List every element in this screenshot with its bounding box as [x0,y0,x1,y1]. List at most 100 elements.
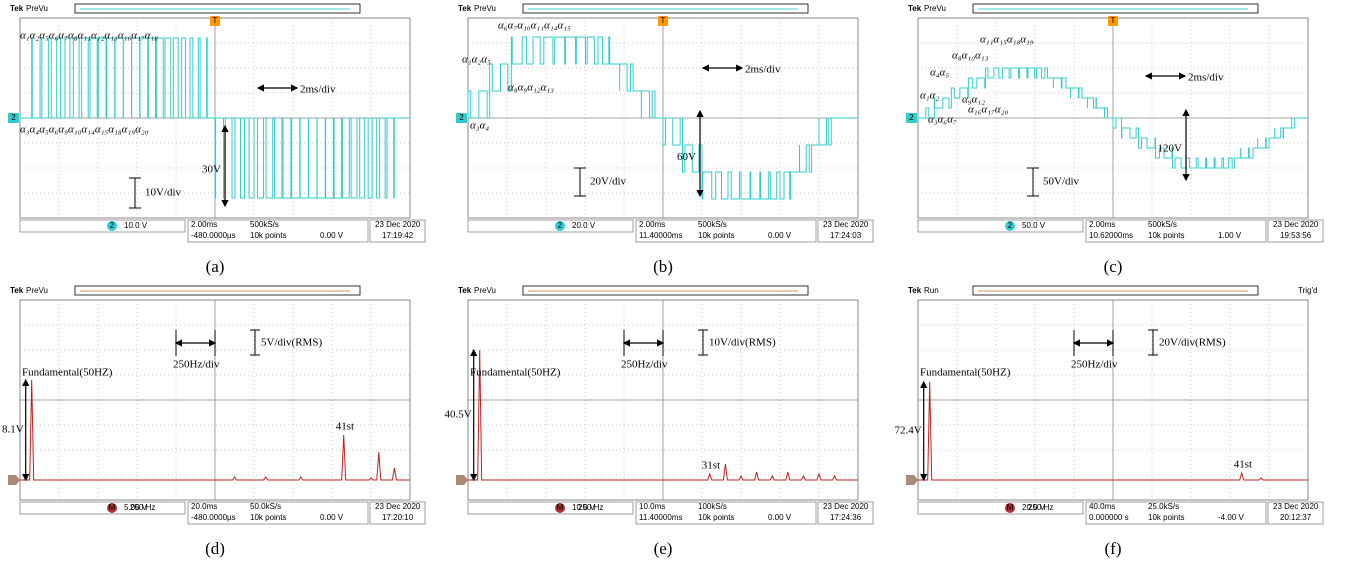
channel: M [1007,503,1014,512]
ground-marker [906,475,918,485]
clock: 19:53:56 [1280,231,1312,240]
scale: 50.0 V [1022,221,1046,230]
mode: PreVu [474,286,496,295]
channel: 2 [1008,221,1013,230]
sample-rate: 100kS/s [698,502,727,511]
sample-rate: 25.0kS/s [1148,502,1179,511]
ground-marker [456,475,468,485]
caption: (c) [1104,257,1123,276]
timebase: 2.00ms [191,220,217,229]
harmonic: 41st [336,421,354,433]
brand: Tek [458,4,472,13]
channel: 2 [558,221,563,230]
trigger-level: 0.00 V [768,513,792,522]
scale: 20.0 V [572,221,596,230]
volt-div: 20V/div [590,176,627,188]
mode: Run [924,286,939,295]
fundamental: Fundamental(50HZ) [22,367,113,379]
trigger-position: 11.40000ms [639,231,682,240]
trigger-level: 0.00 V [768,231,792,240]
timebase: 10.0ms [639,502,665,511]
channel-marker-label: 2 [459,113,464,122]
mode: PreVu [474,4,496,13]
sample-rate: 50.0kS/s [250,502,281,511]
status-left [468,502,633,514]
status-left [20,220,185,232]
channel: M [109,503,116,512]
brand: Tek [908,286,922,295]
date: 23 Dec 2020 [823,220,869,229]
amplitude: 60V [677,151,696,163]
caption: (a) [206,257,225,276]
amplitude: 72.4V [894,425,921,437]
clock: 20:12:37 [1280,513,1312,522]
alpha-label: α₃α₄α₅α₆α₉α₁₀α₁₄α₁₅α₁₈α₁₉α₂₀ [20,124,149,136]
timebase: 40.0ms [1089,502,1115,511]
channel-marker-label: 2 [11,113,16,122]
trigger-position: 10.62000ms [1089,231,1133,240]
mode: PreVu [924,4,946,13]
volt-div: 50V/div [1043,176,1080,188]
alpha-label: α₄α₅ [930,67,949,79]
channel-marker-label: 2 [909,113,914,122]
trigger-level: 0.00 V [320,513,344,522]
trigger-level: 1.00 V [1218,231,1242,240]
status-left [918,220,1083,232]
alpha-label: α₆α₇α₁₀α₁₁α₁₄α₁₅ [498,20,571,32]
channel: M [557,503,564,512]
points: 10k points [1148,513,1184,522]
brand: Tek [10,286,24,295]
trigger-position: 11.40000ms [639,513,682,522]
alpha-label: α₁₁α₁₅α₁₈α₁₉ [980,34,1034,46]
status-left [468,220,633,232]
clock: 17:20:10 [382,513,414,522]
date: 23 Dec 2020 [823,502,869,511]
trigger-marker-label: T [213,16,218,25]
sample-rate: 500kS/s [1148,220,1177,229]
alpha-label: α₈α₁₀α₁₃ [952,50,989,62]
alpha-label: α₁α₂α₅ [462,54,491,66]
mode: PreVu [26,4,48,13]
trigger-position: -480.0000µs [191,231,236,240]
clock: 17:24:36 [830,513,862,522]
span: 250 Hz [1028,503,1053,512]
timebase: 2.00ms [1089,220,1115,229]
caption: (b) [653,257,673,276]
volt-div: 10V/div(RMS) [709,337,776,349]
trigger-level: 0.00 V [320,231,344,240]
span: 250 Hz [578,503,603,512]
clock: 17:24:03 [830,231,862,240]
span: 250 Hz [130,503,155,512]
points: 10k points [698,513,734,522]
points: 10k points [1148,231,1184,240]
ground-marker [8,475,20,485]
alpha-label: α₁α₂α₅α₆α₇α₈α₁₁α₁₂α₁₃α₁₆α₁₇α₁₈ [20,30,158,42]
timebase: 20.0ms [191,502,217,511]
points: 10k points [250,231,286,240]
amplitude: 30V [202,164,221,176]
trigger-marker-label: T [1111,16,1116,25]
brand: Tek [908,4,922,13]
status-left [20,502,185,514]
alpha-label: α₃α₆α₇ [928,114,957,126]
trigger-level: -4.00 V [1218,513,1244,522]
brand: Tek [458,286,472,295]
alpha-label: α₁₆α₁₇α₂₀ [968,104,1008,116]
harmonic: 31st [702,460,720,472]
freq-div: 250Hz/div [621,359,668,371]
sample-rate: 500kS/s [698,220,727,229]
mode: PreVu [26,286,48,295]
brand: Tek [10,4,24,13]
trigger-status: Trig'd [1298,286,1317,295]
caption: (f) [1105,539,1122,558]
time-div: 2ms/div [1188,72,1224,84]
channel: 2 [110,221,115,230]
time-div: 2ms/div [300,84,336,96]
volt-div: 20V/div(RMS) [1159,337,1226,349]
scale: 10.0 V [124,221,148,230]
date: 23 Dec 2020 [1273,220,1319,229]
status-left [918,502,1083,514]
alpha-label: α₃α₄ [470,120,489,132]
harmonic: 41st [1234,459,1252,471]
timebase: 2.00ms [639,220,665,229]
